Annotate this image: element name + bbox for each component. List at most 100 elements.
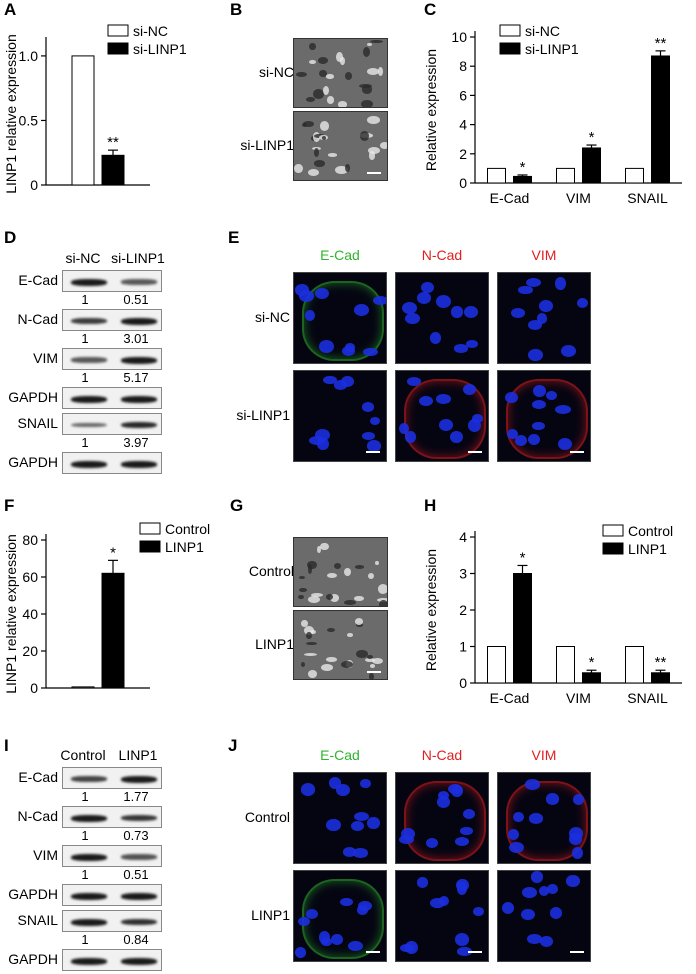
nucleus: [508, 828, 520, 840]
nucleus: [309, 435, 326, 445]
blot-strip: [62, 309, 162, 331]
cell: [308, 670, 317, 678]
nucleus: [407, 376, 421, 386]
band-quantification: 1: [81, 867, 89, 882]
panel-label-f: F: [4, 496, 15, 515]
row-label: si-NC: [255, 309, 290, 325]
cell: [309, 60, 317, 65]
bar-control: [625, 646, 644, 684]
marker-staining: [404, 781, 486, 861]
cell: [294, 163, 303, 174]
nucleus: [463, 305, 479, 318]
y-tick-label: 8: [459, 58, 467, 74]
fluorescence-image: [497, 272, 591, 364]
bar-linp1: [101, 572, 125, 689]
legend-label: si-NC: [525, 23, 560, 39]
nucleus: [521, 908, 535, 921]
nucleus: [462, 808, 476, 820]
blot-strip: [62, 767, 162, 789]
blot-band: [71, 278, 107, 286]
legend-label: LINP1: [165, 539, 204, 555]
nucleus: [509, 842, 525, 854]
nucleus: [530, 871, 543, 883]
blot-band: [71, 853, 107, 861]
band-quantification: 1: [81, 828, 89, 843]
nucleus: [514, 435, 527, 447]
nucleus: [333, 379, 348, 390]
nucleus: [547, 883, 558, 894]
cell: [344, 72, 352, 80]
nucleus: [466, 339, 479, 349]
nucleus: [528, 320, 543, 331]
cell: [325, 657, 337, 662]
cell: [303, 625, 315, 636]
scale-bar: [570, 451, 584, 453]
cell: [303, 121, 315, 127]
nucleus: [317, 438, 329, 451]
nucleus: [328, 777, 342, 789]
nucleus: [572, 846, 584, 859]
nucleus: [315, 429, 330, 442]
nucleus: [532, 421, 545, 430]
nucleus: [539, 935, 554, 947]
nucleus: [353, 848, 368, 859]
cell: [317, 56, 328, 64]
nucleus: [420, 281, 435, 294]
band-quantification: 5.17: [123, 370, 149, 385]
legend-swatch: [499, 42, 521, 55]
nucleus: [305, 908, 318, 919]
nucleus: [430, 897, 446, 908]
column-header: Control: [60, 747, 106, 763]
band-quantification: 1.77: [123, 789, 149, 804]
legend-label: si-NC: [133, 23, 168, 39]
y-tick-label: 60: [22, 569, 38, 585]
cell: [321, 663, 333, 671]
cell: [301, 620, 308, 627]
row-label: si-LINP1: [240, 137, 294, 153]
marker-staining: [506, 781, 588, 861]
cell: [313, 89, 324, 100]
panel-label-d: D: [4, 228, 17, 247]
nucleus: [467, 419, 482, 433]
y-tick-label: 2: [459, 602, 467, 618]
nucleus: [537, 313, 548, 325]
nucleus: [372, 296, 386, 305]
blot-strip: [62, 270, 162, 292]
cell: [326, 96, 335, 104]
blot-band: [71, 957, 107, 965]
nucleus: [510, 307, 526, 319]
nucleus: [363, 347, 379, 357]
channel-label: E-Cad: [320, 747, 360, 763]
marker-staining: [302, 281, 384, 361]
fluorescence-image: [293, 272, 387, 364]
cell: [327, 628, 335, 633]
cell: [299, 587, 308, 593]
blot-band: [121, 460, 157, 468]
nucleus: [528, 433, 541, 446]
blot-band: [71, 422, 107, 428]
cell: [355, 565, 365, 569]
nucleus: [451, 306, 463, 318]
band-quantification: 1: [81, 292, 89, 307]
significance-marker: *: [520, 549, 526, 566]
cell: [308, 595, 321, 603]
nucleus: [518, 285, 533, 295]
cell: [298, 576, 305, 580]
blot-band: [121, 395, 157, 403]
nucleus: [546, 390, 557, 401]
blot-row-label: SNAIL: [17, 415, 58, 431]
fluorescence-image: [395, 272, 489, 364]
nucleus: [538, 300, 553, 312]
cell: [335, 52, 343, 63]
y-tick-label: 0: [30, 680, 38, 696]
nucleus: [353, 811, 369, 821]
significance-marker: *: [520, 159, 526, 176]
blot-band: [71, 814, 107, 822]
legend-swatch: [107, 42, 129, 55]
cell: [297, 594, 304, 600]
y-tick-label: 0: [30, 177, 38, 193]
channel-label: N-Cad: [421, 747, 463, 763]
blot-band: [71, 395, 107, 403]
scale-bar: [367, 671, 381, 673]
cell: [347, 633, 353, 637]
